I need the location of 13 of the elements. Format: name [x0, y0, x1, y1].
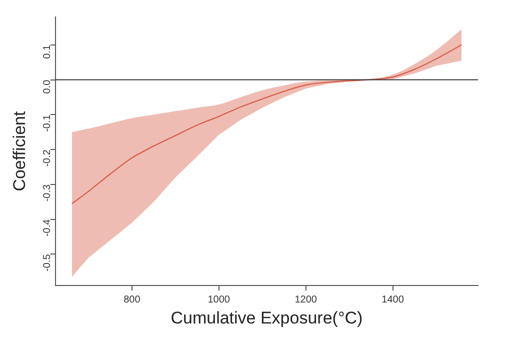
- y-axis-title: Coefficient: [10, 111, 29, 192]
- x-tick-label: 1200: [294, 294, 318, 306]
- y-tick-label: -0.5: [42, 254, 54, 272]
- x-tick-label: 800: [124, 294, 141, 306]
- y-tick-label: -0.3: [42, 184, 54, 202]
- y-tick-label: 0.1: [42, 44, 54, 59]
- y-tick-label: -0.4: [42, 218, 54, 237]
- x-axis-title: Cumulative Exposure(°C): [170, 308, 363, 328]
- y-tick-label: 0.0: [42, 79, 54, 94]
- y-tick-label: -0.1: [42, 114, 54, 132]
- x-tick-label: 1400: [382, 294, 404, 306]
- y-tick-label: -0.2: [42, 149, 54, 167]
- x-tick-label: 1000: [208, 294, 230, 306]
